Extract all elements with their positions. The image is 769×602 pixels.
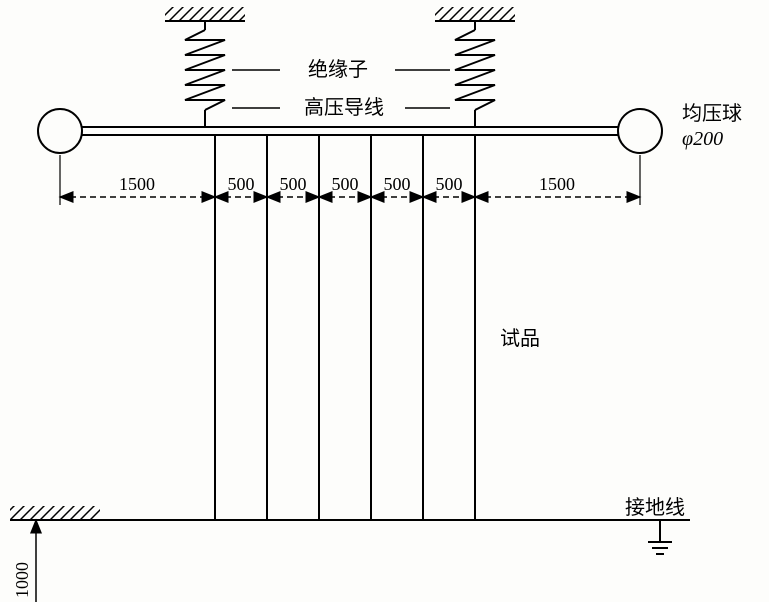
grading-sphere-label: 均压球 [682, 102, 742, 125]
ceiling-support [165, 7, 515, 21]
ground-section: 接地线 [10, 496, 690, 554]
insulator-label: 绝缘子 [308, 58, 368, 81]
dim-mid-5: 500 [436, 174, 463, 194]
dim-mid-3: 500 [332, 174, 359, 194]
dim-mid-4: 500 [384, 174, 411, 194]
ground-height-dim: 1000 [12, 520, 36, 602]
hv-conductor-label-group: 高压导线 [232, 96, 450, 119]
hv-conductor-label: 高压导线 [304, 96, 384, 119]
specimen-label: 试品 [500, 327, 540, 350]
insulator-label-group: 绝缘子 [232, 58, 450, 81]
dimensions: 1500 500 500 500 500 500 1500 [60, 155, 640, 205]
grading-sphere-right [618, 109, 662, 153]
grading-sphere-left [38, 109, 82, 153]
diagram-canvas: 绝缘子 高压导线 均压球 φ200 试品 1500 500 [0, 0, 769, 602]
insulator-left [185, 21, 225, 126]
dim-mid-2: 500 [280, 174, 307, 194]
dim-left-1500: 1500 [119, 174, 155, 194]
insulator-right [455, 21, 495, 126]
ground-wire-label: 接地线 [625, 496, 685, 519]
sphere-diameter-label: φ200 [682, 128, 723, 150]
dim-mid-1: 500 [228, 174, 255, 194]
hv-conductor [76, 127, 624, 135]
dim-right-1500: 1500 [539, 174, 575, 194]
dim-ground-height: 1000 [12, 562, 32, 598]
